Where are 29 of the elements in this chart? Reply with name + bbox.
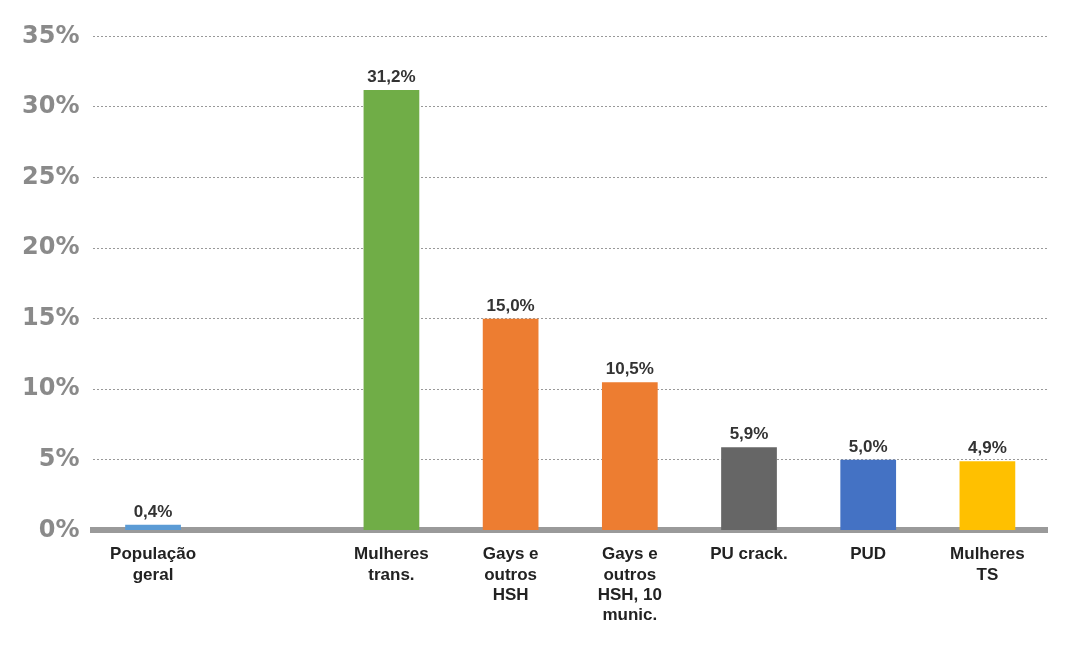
- bar: [363, 90, 420, 530]
- bar: [959, 461, 1016, 530]
- data-label: 5,9%: [729, 424, 769, 444]
- y-tick-label: 30%: [21, 91, 80, 120]
- data-label: 15,0%: [486, 295, 535, 315]
- bar: [125, 524, 181, 530]
- y-tick-label: 35%: [21, 20, 80, 49]
- bar: [840, 459, 897, 530]
- y-tick-label: 5%: [38, 444, 80, 473]
- data-label: 0,4%: [133, 501, 173, 521]
- data-label: 5,0%: [848, 437, 888, 457]
- x-tick-label: População geral: [110, 544, 197, 584]
- y-tick-label: 25%: [21, 161, 80, 190]
- x-tick-label: Mulheres trans.: [354, 544, 429, 584]
- bar: [482, 318, 539, 530]
- y-tick-label: 20%: [21, 232, 80, 261]
- y-tick-label: 15%: [21, 302, 80, 331]
- x-tick-label: PU crack.: [710, 544, 788, 564]
- x-tick-label: Gays e outros HSH: [482, 544, 539, 605]
- data-label: 4,9%: [968, 438, 1007, 458]
- x-tick-label: Gays e outros HSH, 10 munic.: [597, 544, 662, 625]
- data-label: 31,2%: [367, 67, 416, 87]
- y-tick-label: 10%: [21, 373, 80, 402]
- x-tick-label: PUD: [850, 544, 887, 564]
- x-tick-label: Mulheres TS: [950, 544, 1025, 584]
- bar: [601, 382, 658, 530]
- data-label: 10,5%: [605, 359, 654, 379]
- bar: [721, 447, 777, 530]
- y-tick-label: 0%: [38, 514, 80, 543]
